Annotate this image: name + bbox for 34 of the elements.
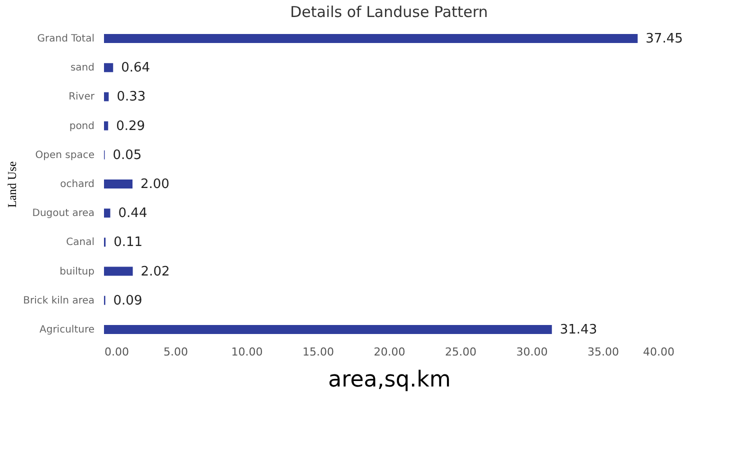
y-tick-label: Open space bbox=[35, 150, 94, 161]
data-label: 0.33 bbox=[116, 90, 146, 105]
data-label: 0.09 bbox=[113, 293, 142, 308]
y-tick-label: ochard bbox=[60, 179, 94, 190]
y-tick-label: Dugout area bbox=[32, 208, 94, 220]
x-tick-label: 0.00 bbox=[104, 346, 129, 358]
data-label: 0.29 bbox=[116, 118, 146, 134]
data-label: 0.44 bbox=[118, 206, 148, 222]
y-tick-label: Agriculture bbox=[40, 324, 94, 336]
x-axis-title: area,sq.km bbox=[328, 368, 451, 392]
data-label: 2.00 bbox=[140, 177, 170, 192]
y-axis-title: Land Use bbox=[5, 161, 20, 208]
data-label: 0.64 bbox=[121, 60, 150, 76]
x-tick-label: 25.00 bbox=[445, 346, 476, 358]
data-label: 0.11 bbox=[114, 235, 143, 250]
data-label: 37.45 bbox=[646, 32, 683, 47]
y-tick-label: Canal bbox=[66, 237, 94, 248]
x-tick-label: 20.00 bbox=[374, 346, 406, 358]
chart-title: Details of Landuse Pattern bbox=[290, 3, 488, 21]
y-tick-label: River bbox=[68, 92, 96, 103]
data-label: 2.02 bbox=[140, 264, 170, 280]
data-label: 31.43 bbox=[560, 322, 598, 338]
x-tick-label: 10.00 bbox=[231, 346, 263, 358]
y-tick-label: builtup bbox=[60, 266, 94, 278]
x-tick-label: 35.00 bbox=[588, 346, 619, 358]
data-label: 0.05 bbox=[112, 148, 142, 163]
x-tick-label: 5.00 bbox=[164, 346, 188, 358]
x-tick-label: 40.00 bbox=[643, 346, 674, 358]
x-tick-label: 15.00 bbox=[302, 346, 334, 358]
x-tick-label: 30.00 bbox=[516, 346, 548, 358]
y-tick-label: sand bbox=[70, 62, 94, 74]
y-tick-label: Brick kiln area bbox=[23, 295, 94, 306]
y-tick-label: pond bbox=[69, 120, 94, 132]
y-tick-label: Grand Total bbox=[37, 34, 94, 45]
